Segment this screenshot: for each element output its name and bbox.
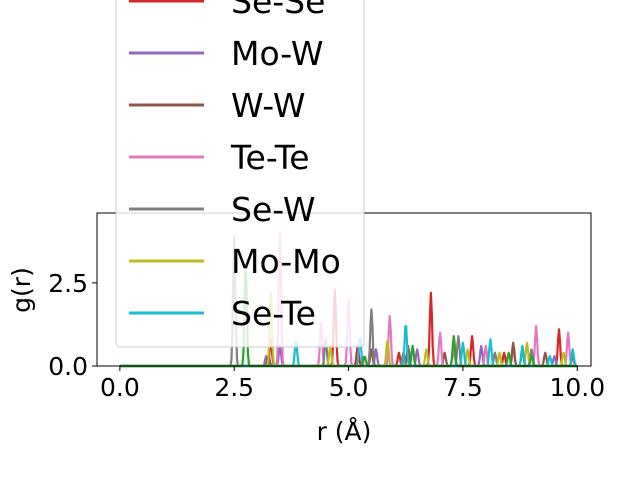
legend-label-mo-w: Mo-W bbox=[231, 34, 323, 73]
legend-label-mo-mo: Mo-Mo bbox=[231, 242, 341, 281]
y-axis-label: g(r) bbox=[7, 267, 36, 313]
legend-label-te-te: Te-Te bbox=[230, 138, 310, 177]
x-tick-label: 5.0 bbox=[329, 373, 369, 402]
x-tick-label: 7.5 bbox=[443, 373, 483, 402]
x-tick-label: 0.0 bbox=[100, 373, 140, 402]
y-tick-label: 0.0 bbox=[48, 352, 88, 381]
legend-label-se-te: Se-Te bbox=[231, 294, 316, 333]
legend: Se-Se Mo-W W-W Te-Te Se-W Mo-Mo Se-Te bbox=[115, 0, 365, 348]
ticks-layer: 0.0 2.5 5.0 7.5 10.0 0.0 2.5 bbox=[48, 269, 605, 402]
x-axis-label: r (Å) bbox=[317, 417, 372, 446]
legend-label-w-w: W-W bbox=[231, 86, 306, 125]
x-tick-label: 2.5 bbox=[214, 373, 254, 402]
legend-label-se-w: Se-W bbox=[231, 190, 315, 229]
x-tick-label: 10.0 bbox=[549, 373, 605, 402]
y-tick-label: 2.5 bbox=[48, 269, 88, 298]
legend-label-se-se: Se-Se bbox=[231, 0, 325, 21]
